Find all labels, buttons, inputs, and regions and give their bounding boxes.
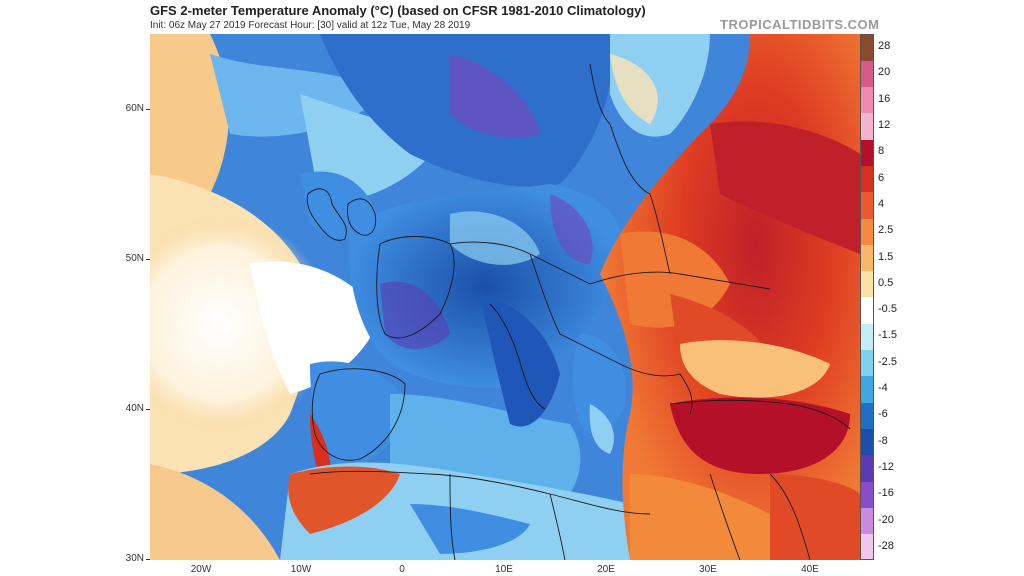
colorbar-label: 12 [878, 119, 891, 132]
colorbar-swatch [860, 481, 874, 508]
country-boundaries [306, 63, 851, 560]
colorbar-swatch [860, 165, 874, 193]
lon-label-10e: 10E [495, 564, 513, 575]
colorbar-label: 2.5 [878, 224, 894, 237]
colorbar-legend: 28 20 16 12 8 6 4 2.5 1.5 0.5 -0.5 -1.5 -2.5 -4 -6 -8 -1… [860, 34, 904, 561]
colorbar-swatch [860, 375, 874, 403]
colorbar-label: -6 [878, 408, 888, 421]
map-title: GFS 2-meter Temperature Anomaly (°C) (ba… [150, 3, 646, 18]
map-subtitle: Init: 06z May 27 2019 Forecast Hour: [30… [150, 20, 471, 31]
colorbar-swatch [860, 270, 874, 298]
lon-label-40e: 40E [801, 564, 819, 575]
colorbar-label: 20 [878, 66, 891, 79]
colorbar-label: -8 [878, 434, 888, 447]
colorbar-swatch [860, 34, 874, 61]
lat-label-60n: 60N [125, 103, 144, 114]
colorbar-label: -0.5 [878, 303, 897, 316]
lon-label-30e: 30E [699, 564, 717, 575]
lon-label-20e: 20E [597, 564, 615, 575]
colorbar-label: 1.5 [878, 250, 894, 263]
colorbar-label: -12 [878, 460, 894, 473]
colorbar-frame [860, 34, 874, 560]
colorbar-label: -2.5 [878, 355, 897, 368]
colorbar-swatch [860, 454, 874, 482]
colorbar-swatch [860, 349, 874, 377]
colorbar-label: -4 [878, 382, 888, 395]
colorbar-swatch [860, 533, 874, 561]
colorbar-swatch [860, 218, 874, 245]
colorbar-label: 28 [878, 40, 891, 53]
colorbar-label: -28 [878, 539, 894, 552]
colorbar-label: -1.5 [878, 329, 897, 342]
lat-tick [146, 409, 150, 410]
lat-tick [146, 109, 150, 110]
colorbar-swatch [860, 112, 874, 140]
lat-label-40n: 40N [125, 403, 144, 414]
colorbar-swatch [860, 60, 874, 88]
lat-label-30n: 30N [125, 553, 144, 564]
colorbar-label: -16 [878, 487, 894, 500]
colorbar-label: 4 [878, 197, 885, 210]
lon-label-20w: 20W [190, 564, 212, 575]
colorbar-swatch [860, 86, 874, 114]
colorbar-label: 16 [878, 92, 891, 105]
colorbar-label: 0.5 [878, 276, 894, 289]
colorbar-label: -20 [878, 513, 894, 526]
colorbar-swatch [860, 428, 874, 456]
colorbar-swatch [860, 323, 874, 351]
colorbar-label: 8 [878, 145, 885, 158]
lon-label-10w: 10W [290, 564, 312, 575]
colorbar-label: 6 [878, 171, 885, 184]
colorbar-swatch [860, 191, 874, 219]
lat-tick [146, 559, 150, 560]
colorbar-swatch [860, 244, 874, 272]
colorbar-swatch [860, 139, 874, 166]
brand-watermark: TROPICALTIDBITS.COM [720, 17, 880, 32]
temperature-anomaly-map [150, 34, 860, 560]
map-canvas [150, 34, 860, 560]
lat-tick [146, 259, 150, 260]
lon-label-0: 0 [399, 564, 405, 575]
colorbar-swatch [860, 297, 874, 324]
colorbar-swatch [860, 507, 874, 535]
lat-label-50n: 50N [125, 253, 144, 264]
colorbar-swatch [860, 402, 874, 429]
